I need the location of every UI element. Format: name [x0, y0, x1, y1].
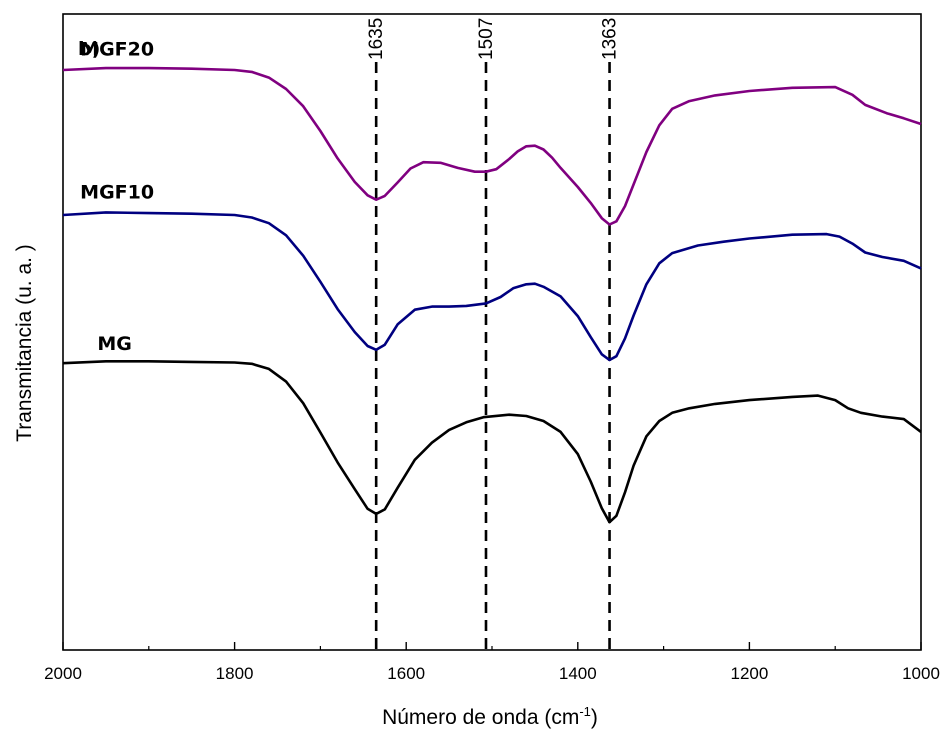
x-tick-label-2000: 2000	[44, 664, 82, 683]
reference-lines: 1635 1507 1363	[366, 18, 620, 650]
series-label-mgf10: MGF10	[80, 181, 154, 203]
series-line-mgf10	[63, 212, 921, 360]
x-tick-label-1200: 1200	[730, 664, 768, 683]
series-lines	[63, 68, 921, 522]
x-tick-label-1800: 1800	[216, 664, 254, 683]
series-line-mg	[63, 361, 921, 522]
reference-line-label-1635: 1635	[366, 18, 387, 60]
reference-line-label-1507: 1507	[476, 18, 497, 60]
reference-line-label-1363: 1363	[600, 18, 621, 60]
x-axis-ticks: 2000 1800 1600 1400 1200 1000	[44, 642, 940, 683]
x-axis-label: Número de onda (cm-1)	[382, 704, 598, 729]
series-line-mgf20	[63, 68, 921, 224]
x-tick-label-1400: 1400	[559, 664, 597, 683]
y-axis-label: Transmitancia (u. a. )	[13, 244, 36, 442]
plot-frame	[63, 14, 921, 650]
x-tick-label-1000: 1000	[902, 664, 940, 683]
panel-label: b)	[78, 38, 100, 60]
series-label-mg: MG	[97, 333, 132, 355]
x-tick-label-1600: 1600	[387, 664, 425, 683]
